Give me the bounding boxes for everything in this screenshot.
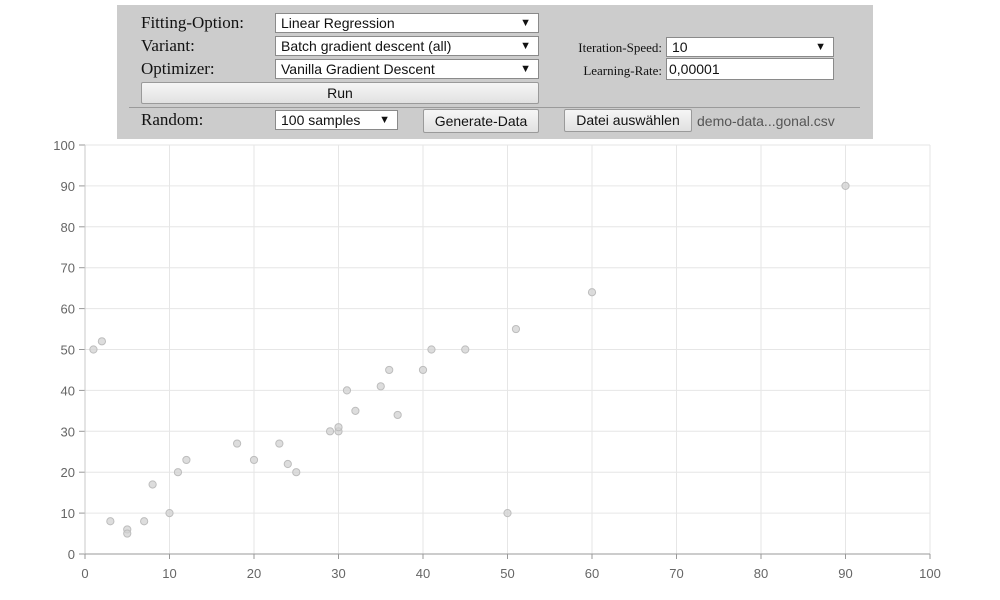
data-point — [165, 508, 174, 518]
data-point — [587, 288, 597, 297]
data-point — [292, 468, 301, 477]
variant-label: Variant: — [141, 36, 195, 55]
data-point — [233, 439, 242, 448]
data-point — [503, 508, 512, 518]
y-tick-label: 40 — [61, 383, 75, 398]
dropdown-arrow-icon: ▼ — [520, 40, 531, 52]
x-tick-label: 70 — [669, 566, 683, 581]
control-panel: Fitting-Option: Linear Regression ▼ Vari… — [117, 5, 873, 139]
variant-value: Batch gradient descent (all) — [281, 38, 452, 54]
data-point — [351, 406, 360, 415]
y-tick-label: 100 — [53, 138, 75, 153]
data-point — [342, 386, 352, 395]
data-point — [841, 181, 850, 190]
optimizer-label: Optimizer: — [141, 59, 215, 78]
x-tick-label: 30 — [331, 566, 345, 581]
iteration-speed-value: 10 — [672, 39, 688, 55]
x-tick-label: 80 — [754, 566, 768, 581]
data-point — [418, 365, 428, 375]
dropdown-arrow-icon: ▼ — [520, 17, 531, 29]
x-tick-label: 10 — [162, 566, 176, 581]
y-tick-label: 90 — [61, 179, 75, 194]
variant-select[interactable]: Batch gradient descent (all) ▼ — [275, 36, 539, 56]
run-button[interactable]: Run — [141, 82, 539, 104]
data-point — [376, 382, 385, 391]
data-point — [97, 337, 107, 346]
data-point — [283, 459, 292, 469]
x-tick-label: 0 — [81, 566, 88, 581]
dropdown-arrow-icon: ▼ — [815, 41, 826, 53]
random-label: Random: — [141, 110, 204, 129]
y-tick-label: 70 — [61, 261, 75, 276]
dropdown-arrow-icon: ▼ — [379, 114, 390, 126]
data-point — [393, 410, 402, 420]
x-tick-label: 60 — [585, 566, 599, 581]
x-tick-label: 90 — [838, 566, 852, 581]
x-tick-label: 40 — [416, 566, 430, 581]
chart-points — [89, 181, 850, 538]
data-point — [182, 455, 191, 465]
learning-rate-input[interactable]: 0,00001 — [666, 58, 834, 80]
y-tick-label: 0 — [68, 547, 75, 562]
data-point — [249, 455, 259, 465]
optimizer-value: Vanilla Gradient Descent — [281, 61, 435, 77]
x-tick-label: 100 — [919, 566, 941, 581]
data-point — [385, 365, 394, 375]
y-tick-label: 30 — [61, 424, 75, 439]
data-point — [427, 345, 436, 354]
data-point — [334, 423, 343, 432]
y-tick-label: 20 — [61, 465, 75, 480]
samples-select[interactable]: 100 samples ▼ — [275, 110, 398, 130]
dropdown-arrow-icon: ▼ — [520, 63, 531, 75]
generate-data-button[interactable]: Generate-Data — [423, 109, 539, 133]
learning-rate-label: Learning-Rate: — [583, 63, 662, 78]
chart-axes — [79, 144, 931, 559]
fitting-option-value: Linear Regression — [281, 15, 395, 31]
data-point — [325, 427, 335, 436]
optimizer-select[interactable]: Vanilla Gradient Descent ▼ — [275, 59, 539, 79]
y-tick-label: 60 — [61, 302, 75, 317]
x-tick-label: 20 — [247, 566, 261, 581]
data-point — [275, 439, 284, 448]
y-tick-label: 10 — [61, 506, 75, 521]
data-point — [173, 468, 183, 477]
data-point — [148, 480, 157, 489]
file-select-button[interactable]: Datei auswählen — [564, 109, 692, 132]
iteration-speed-label: Iteration-Speed: — [578, 40, 662, 55]
data-point — [461, 345, 470, 354]
data-point — [123, 529, 132, 538]
data-point — [140, 517, 149, 526]
iteration-speed-select[interactable]: 10 ▼ — [666, 37, 834, 57]
chart-tick-labels: 0 10 20 30 40 50 60 70 80 90 100 0 10 20 30 40 50 60 70 80 9… — [53, 138, 941, 581]
x-tick-label: 50 — [500, 566, 514, 581]
samples-value: 100 samples — [281, 112, 361, 128]
y-tick-label: 50 — [61, 343, 75, 358]
data-point — [511, 324, 521, 334]
fitting-option-label: Fitting-Option: — [141, 13, 244, 32]
fitting-option-select[interactable]: Linear Regression ▼ — [275, 13, 539, 33]
y-tick-label: 80 — [61, 220, 75, 235]
divider — [129, 107, 860, 108]
data-point — [106, 517, 115, 526]
file-name-label: demo-data...gonal.csv — [697, 113, 835, 129]
chart-grid — [85, 144, 931, 554]
data-point — [89, 345, 98, 354]
